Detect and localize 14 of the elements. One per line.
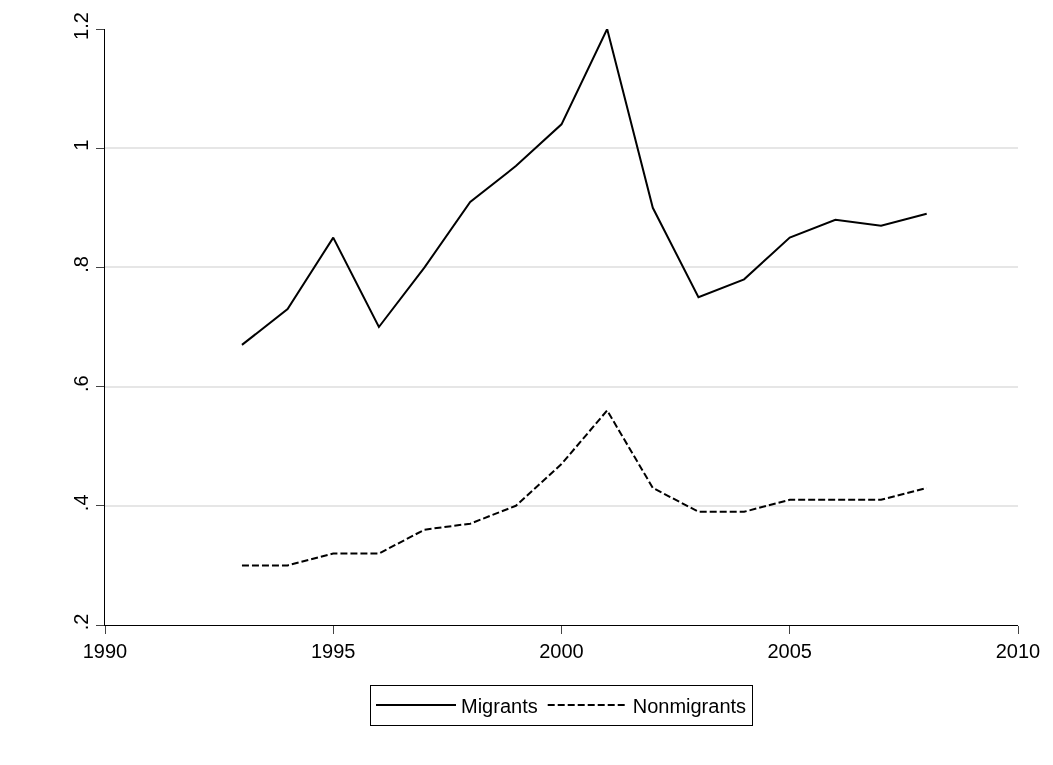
- x-tick-label: 2005: [767, 640, 812, 662]
- y-tick-label: 1.2: [70, 12, 92, 40]
- x-tick-label: 1990: [82, 640, 128, 662]
- x-tick-label: 2010: [995, 640, 1041, 662]
- y-tick-label: .4: [70, 494, 92, 512]
- y-tick-label: .2: [70, 613, 92, 631]
- legend-label: Migrants: [461, 694, 538, 717]
- legend-label: Nonmigrants: [632, 694, 747, 717]
- line-series: [240, 29, 928, 346]
- y-tick-label: .6: [70, 375, 92, 392]
- x-tick-label: 2000: [539, 640, 584, 662]
- y-tick-label: .8: [70, 256, 92, 273]
- x-tick-label: 1995: [311, 640, 356, 662]
- y-tick-label: 1: [70, 139, 92, 151]
